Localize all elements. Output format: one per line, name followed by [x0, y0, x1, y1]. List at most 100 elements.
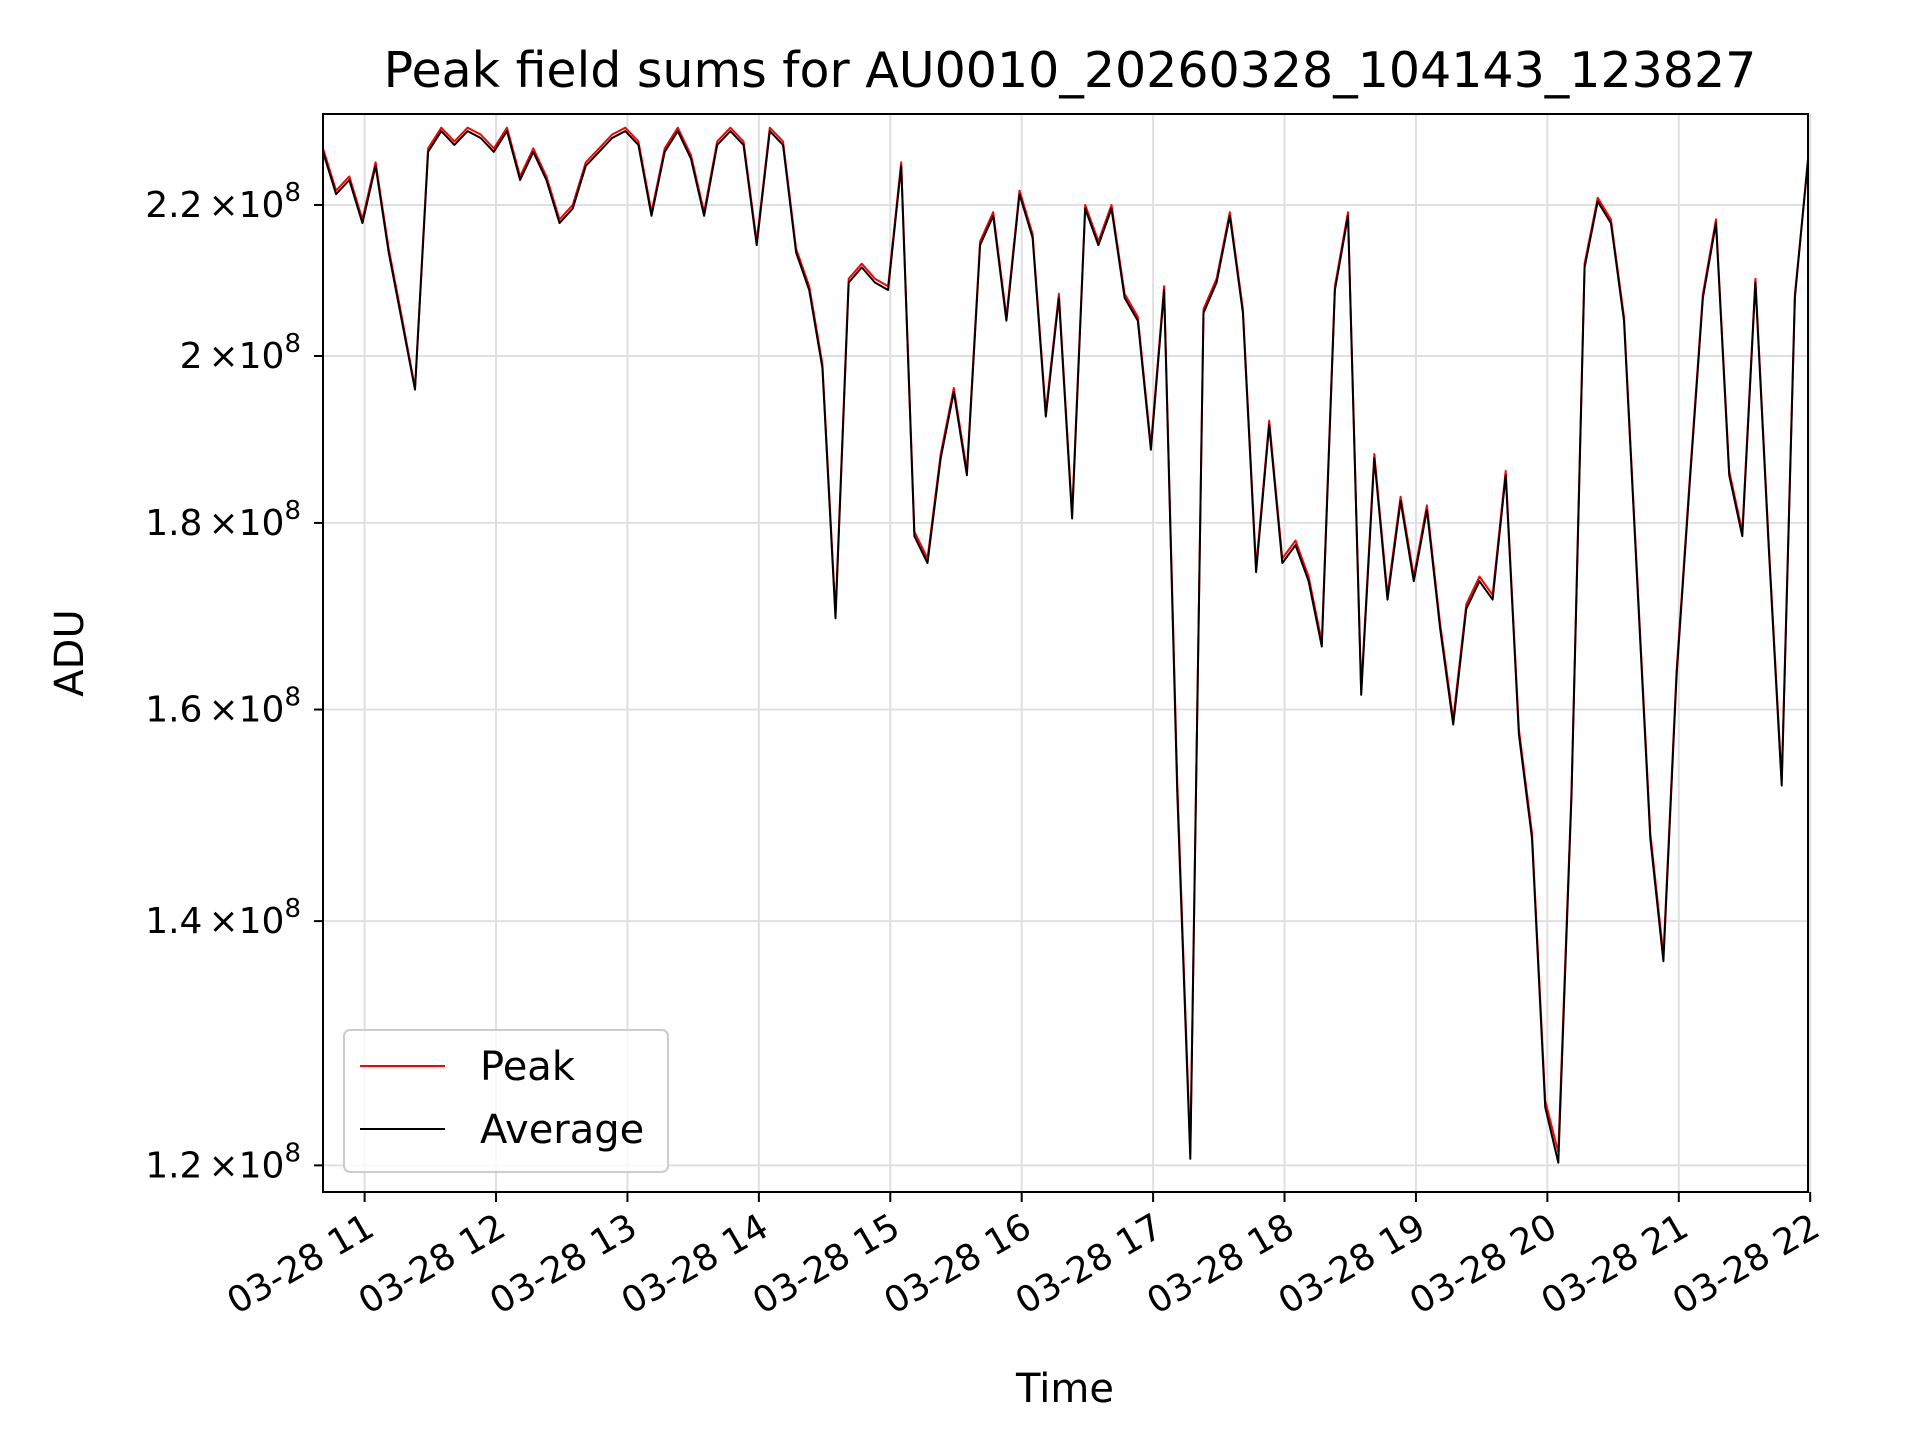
data-point-peak [677, 127, 679, 129]
data-point-average [913, 535, 916, 537]
plot-frame [322, 113, 1809, 1193]
data-point-average [1018, 193, 1021, 195]
y-tick-label: 1.4 ×108 [145, 894, 301, 942]
data-point-average [1334, 289, 1336, 291]
data-point-average [1676, 674, 1678, 676]
x-axis-label: Time [1015, 1366, 1114, 1412]
data-point-average [1570, 795, 1573, 797]
data-point-average [926, 562, 929, 564]
data-point-average [1768, 544, 1770, 546]
data-point-average [1281, 562, 1283, 564]
data-point-average [1584, 266, 1586, 268]
data-point-peak [1058, 293, 1060, 295]
data-point-average [979, 244, 981, 246]
data-point-average [375, 165, 377, 167]
data-point-peak [742, 140, 745, 142]
data-point-average [1110, 208, 1113, 210]
data-point-average [1662, 960, 1664, 962]
data-point-peak [545, 175, 548, 177]
data-point-peak [1597, 197, 1599, 199]
data-point-peak [1110, 204, 1113, 206]
data-point-average [992, 215, 994, 217]
data-point-peak [624, 127, 626, 129]
data-point-average [1071, 517, 1073, 520]
data-point-average [427, 151, 429, 153]
data-point-peak [861, 263, 863, 265]
data-point-average [1084, 208, 1086, 210]
data-point-average [480, 137, 482, 139]
data-point-average [1478, 580, 1481, 582]
data-point-peak [1505, 470, 1507, 472]
data-point-peak [467, 127, 469, 129]
y-tick-label: 2 ×108 [180, 329, 301, 377]
chart-title: Peak field sums for AU0010_20260328_1041… [384, 42, 1757, 99]
data-point-average [1360, 694, 1362, 696]
data-point-average [401, 320, 403, 322]
data-point-average [467, 130, 469, 132]
data-point-average [1058, 297, 1060, 299]
data-point-average [348, 179, 350, 181]
data-point-average [1176, 790, 1178, 792]
data-point-peak [729, 127, 732, 129]
plot-background [323, 114, 1808, 1192]
y-axis-ticks: 1.2 ×108 1.4 ×108 1.6 ×108 1.8 ×108 2 ×108 2.2 ×108 [145, 178, 323, 1186]
data-point-average [874, 281, 876, 284]
data-point-average [664, 151, 666, 153]
data-point-peak [480, 133, 482, 136]
data-point-average [1623, 320, 1625, 322]
data-point-average [1452, 723, 1454, 726]
data-point-average [1413, 580, 1415, 582]
data-point-peak [1426, 504, 1428, 506]
y-tick-label: 1.8 ×108 [145, 496, 301, 544]
data-point-peak [1400, 496, 1402, 498]
data-point-peak [1137, 316, 1139, 318]
data-point-average [1702, 297, 1704, 299]
data-point-average [1741, 535, 1743, 537]
data-point-peak [1754, 278, 1756, 280]
data-point-average [1202, 312, 1205, 314]
data-point-average [821, 367, 824, 369]
data-point-average [1189, 1158, 1191, 1160]
data-point-average [1689, 483, 1691, 485]
data-point-average [1794, 297, 1796, 299]
data-point-peak [611, 133, 613, 136]
data-point-average [1373, 457, 1375, 459]
data-point-peak [532, 147, 534, 149]
legend-peak-label: Peak [480, 1044, 576, 1090]
data-point-peak [1715, 218, 1717, 220]
data-point-average [545, 179, 548, 181]
data-point-peak [493, 147, 495, 149]
data-point-peak [348, 175, 350, 177]
data-point-average [953, 391, 955, 393]
series-line-average [322, 130, 1809, 1164]
data-point-average [1518, 733, 1520, 736]
data-point-average [624, 130, 626, 132]
data-point-average [1610, 222, 1612, 224]
data-point-average [1754, 281, 1756, 284]
data-point-average [361, 222, 363, 224]
data-point-peak [585, 161, 587, 163]
data-point-peak [1163, 285, 1165, 287]
data-point-peak [1373, 453, 1375, 455]
data-point-peak [900, 161, 902, 163]
data-point-peak [375, 161, 377, 163]
data-point-average [1386, 599, 1389, 601]
data-point-average [848, 281, 850, 284]
data-point-average [1636, 580, 1638, 582]
data-point-average [1649, 837, 1651, 840]
data-point-average [519, 179, 521, 181]
data-point-average [742, 144, 745, 146]
data-point-average [729, 130, 732, 132]
data-point-peak [440, 127, 442, 129]
y-axis-label: ADU [47, 609, 93, 696]
data-point-average [1557, 1162, 1559, 1164]
data-point-average [1268, 424, 1270, 426]
data-point-peak [1308, 576, 1310, 578]
data-point-average [1347, 215, 1349, 217]
data-point-average [1097, 244, 1099, 246]
data-point-average [585, 165, 587, 167]
data-point-peak [1084, 204, 1086, 206]
data-point-average [834, 617, 837, 619]
data-point-average [1137, 320, 1139, 322]
